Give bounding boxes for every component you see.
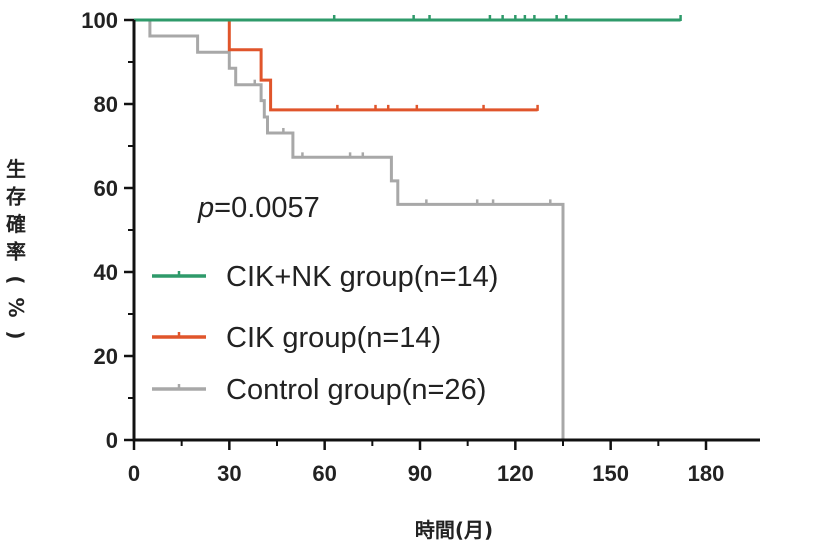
y-axis-title-char: % [4, 297, 28, 317]
legend-label: CIK group(n=14) [226, 322, 441, 354]
y-tick-label: 80 [94, 92, 118, 117]
x-tick-label: 30 [217, 461, 241, 486]
x-tick-label: 90 [408, 461, 432, 486]
legend-label: CIK+NK group(n=14) [226, 261, 498, 293]
p-value-text: =0.0057 [214, 192, 320, 224]
x-tick-label: 60 [312, 461, 336, 486]
axes: 0 30 60 90 120 150 180 0 20 40 60 80 100 [81, 8, 760, 486]
x-tick-label: 0 [128, 461, 140, 486]
legend-label: Control group(n=26) [226, 374, 486, 406]
series-line [134, 18, 565, 440]
legend-item: CIK group(n=14) [152, 322, 441, 354]
p-value-letter: p [197, 192, 214, 224]
y-axis-title-char: 生 [6, 157, 26, 181]
legend-item: Control group(n=26) [152, 374, 486, 406]
y-tick-label: 40 [94, 260, 118, 285]
y-tick-label: 100 [81, 8, 118, 33]
y-axis-title-char: 存 [6, 185, 26, 209]
series-0 [134, 15, 682, 22]
series-1 [134, 18, 539, 112]
y-axis-title-char: ) [4, 330, 28, 339]
x-tick-label: 180 [688, 461, 725, 486]
y-axis-title-char: 確 [6, 212, 26, 236]
plot-area [134, 15, 682, 440]
y-tick-label: 20 [94, 344, 118, 369]
series-line [134, 18, 538, 112]
y-axis-title-char: 率 [6, 240, 26, 264]
x-tick-label: 150 [592, 461, 629, 486]
legend-item: CIK+NK group(n=14) [152, 261, 498, 293]
x-axis-title: 時間(月) [415, 518, 493, 542]
series-2 [134, 18, 565, 440]
y-tick-label: 0 [106, 428, 118, 453]
legend: CIK+NK group(n=14) CIK group(n=14) Control… [152, 261, 498, 406]
x-tick-label: 120 [497, 461, 534, 486]
y-tick-label: 60 [94, 176, 118, 201]
p-value-annotation: p=0.0057 [197, 192, 320, 224]
y-axis-title-char: ( [4, 275, 28, 284]
